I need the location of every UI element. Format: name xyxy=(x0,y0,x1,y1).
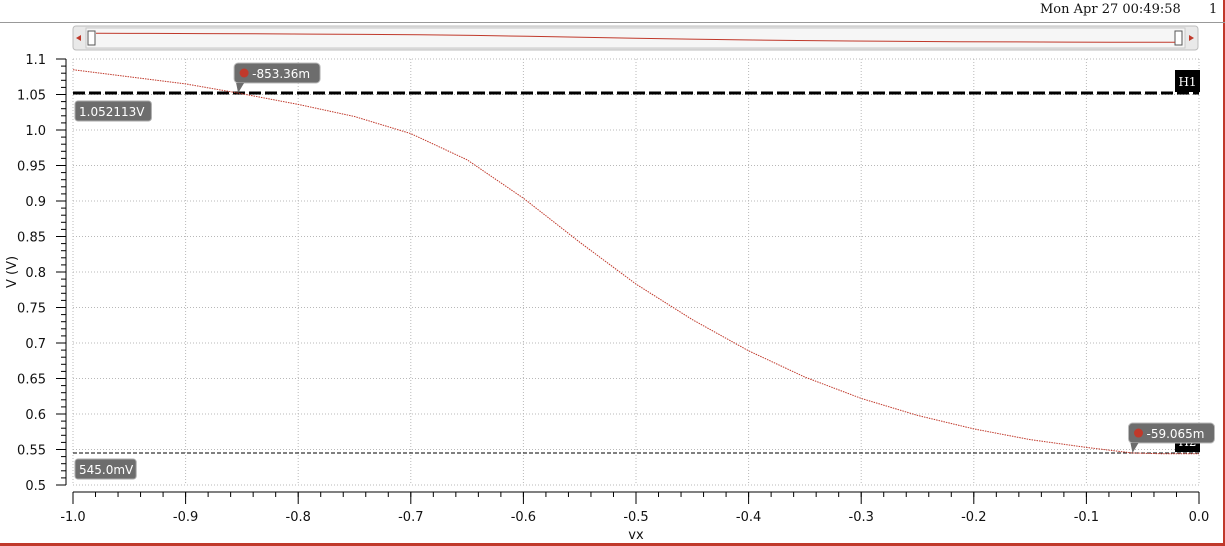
y-tick-label: 0.75 xyxy=(17,302,46,317)
y-tick-label: 0.95 xyxy=(17,160,46,175)
y-tick-label: 0.85 xyxy=(17,231,46,246)
series-line[interactable] xyxy=(72,69,1199,455)
y-tick-label: 1.05 xyxy=(17,89,46,104)
x-tick-label: -0.9 xyxy=(173,510,198,525)
scroll-right-arrow-icon[interactable] xyxy=(1189,35,1194,41)
minor-ticks xyxy=(56,58,1200,504)
overview-curve xyxy=(95,32,1175,43)
y-tick-label: 0.65 xyxy=(17,373,46,388)
h-marker-value-box xyxy=(74,100,152,122)
h-marker-value: 1.052113V xyxy=(79,105,145,119)
y-tick-labels: 0.5 0.55 0.6 0.65 0.7 0.75 0.8 0.85 0.9 0.95 1.0 1.… xyxy=(17,53,46,494)
grid xyxy=(72,58,1200,486)
y-tick-label: 0.5 xyxy=(25,479,46,494)
x-tick-label: 0.0 xyxy=(1189,510,1210,525)
intercept-dot-icon xyxy=(1133,428,1143,438)
header-divider xyxy=(0,22,1225,23)
timestamp: Mon Apr 27 00:49:58 xyxy=(1040,2,1181,17)
intercept-callout-box xyxy=(233,62,321,84)
intercept-callout-pointer xyxy=(236,82,245,93)
x-tick-label: -0.8 xyxy=(286,510,311,525)
intercept-label: -853.36m xyxy=(252,67,310,81)
x-tick-label: -0.6 xyxy=(511,510,536,525)
y-tick-label: 0.7 xyxy=(25,337,46,352)
x-tick-label: -0.7 xyxy=(398,510,423,525)
h-marker-tag xyxy=(1175,69,1200,92)
scroll-right-handle[interactable] xyxy=(1174,30,1183,46)
x-tick-label: -0.5 xyxy=(623,510,648,525)
x-tick-label: -1.0 xyxy=(60,510,85,525)
x-tick-label: -0.2 xyxy=(961,510,986,525)
intercept-markers[interactable]: -853.36m -59.065m xyxy=(233,62,1215,454)
y-tick-label: 1.0 xyxy=(25,124,46,139)
y-tick-label: 0.8 xyxy=(25,266,46,281)
scroll-left-arrow-icon[interactable] xyxy=(76,35,81,41)
y-tick-label: 1.1 xyxy=(25,53,46,68)
x-tick-label: -0.3 xyxy=(849,510,874,525)
y-tick-label: 0.9 xyxy=(25,195,46,210)
y-tick-label: 0.6 xyxy=(25,408,46,423)
zoom-scrollbar[interactable] xyxy=(72,25,1199,51)
y-tick-label: 0.55 xyxy=(17,444,46,459)
x-tick-label: -0.4 xyxy=(736,510,761,525)
x-axis-title: vx xyxy=(628,528,644,543)
scroll-left-handle[interactable] xyxy=(87,30,96,46)
x-tick-label: -0.1 xyxy=(1074,510,1099,525)
h-marker-name: H1 xyxy=(1178,75,1196,89)
intercept-callout-pointer xyxy=(1130,443,1139,454)
y-axis-title: V (V) xyxy=(5,256,20,288)
intercept-callout-box xyxy=(1127,422,1215,444)
intercept-dot-icon xyxy=(239,68,249,78)
page-number: 1 xyxy=(1209,2,1218,17)
h-marker-value: 545.0mV xyxy=(79,463,134,477)
h-marker-value-box xyxy=(74,458,137,480)
x-tick-labels: -1.0 -0.9 -0.8 -0.7 -0.6 -0.5 -0.4 -0.3 -0.2 -0.1… xyxy=(60,510,1209,525)
intercept-label: -59.065m xyxy=(1146,427,1204,441)
